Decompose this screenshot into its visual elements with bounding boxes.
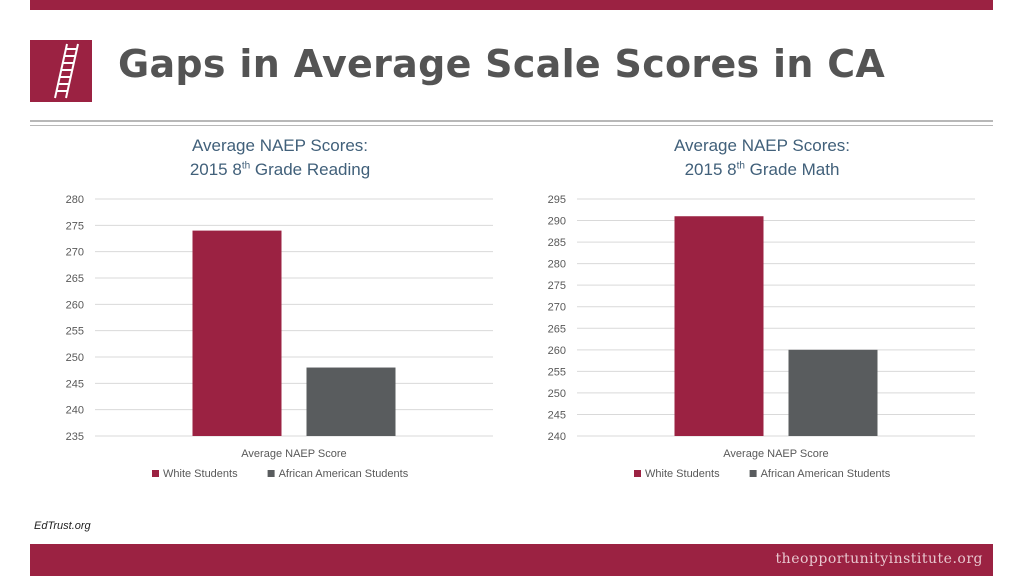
source-credit: EdTrust.org <box>34 520 91 532</box>
chart-title-line1: Average NAEP Scores: <box>673 136 851 155</box>
y-tick-label: 275 <box>548 280 566 292</box>
y-tick-label: 240 <box>548 431 566 443</box>
y-tick-label: 260 <box>66 299 84 311</box>
bar-white-students <box>192 230 282 436</box>
reading-chart-plot: 235 240 245 250 255 260 265 270 275 280 Average NA… <box>66 194 493 480</box>
math-chart: Average NAEP Scores: 2015 8th Grade Math… <box>522 134 1002 494</box>
bottom-band: theopportunityinstitute.org <box>30 544 993 576</box>
y-tick-label: 285 <box>548 237 566 249</box>
bar-african-american-students <box>788 349 878 436</box>
slide-title: Gaps in Average Scale Scores in CA <box>118 42 886 86</box>
top-accent-band <box>30 0 993 10</box>
math-chart-plot: 240 245 250 255 260 265 270 275 280 285 290 295 Aver… <box>548 194 975 480</box>
title-divider-thin <box>30 125 993 126</box>
y-tick-label: 240 <box>66 405 84 417</box>
title-divider <box>30 120 993 122</box>
x-category-label: Average NAEP Score <box>241 448 346 460</box>
y-tick-label: 235 <box>66 431 84 443</box>
bar-white-students <box>674 216 764 436</box>
legend-swatch <box>749 470 757 477</box>
y-tick-label: 270 <box>66 247 84 259</box>
y-tick-label: 250 <box>66 352 84 364</box>
y-tick-label: 280 <box>66 194 84 206</box>
x-category-label: Average NAEP Score <box>723 448 828 460</box>
footer-brand: theopportunityinstitute.org <box>775 551 983 567</box>
legend-swatch <box>634 470 641 477</box>
legend-swatch <box>267 470 275 477</box>
y-tick-label: 255 <box>66 326 84 338</box>
chart-title: Average NAEP Scores: 2015 8th Grade Read… <box>40 134 520 182</box>
chart-title: Average NAEP Scores: 2015 8th Grade Math <box>522 134 1002 182</box>
chart-title-line2: 2015 8th Grade Reading <box>189 160 371 179</box>
y-tick-label: 295 <box>548 194 566 206</box>
ladder-icon <box>30 40 92 102</box>
y-tick-label: 245 <box>66 378 84 390</box>
y-tick-label: 275 <box>66 220 84 232</box>
legend-label: African American Students <box>761 468 891 480</box>
legend-label: White Students <box>163 468 238 480</box>
y-tick-label: 265 <box>66 273 84 285</box>
y-tick-label: 245 <box>548 409 566 421</box>
y-tick-label: 265 <box>548 323 566 335</box>
chart-title-line1: Average NAEP Scores: <box>191 136 369 155</box>
y-tick-label: 255 <box>548 366 566 378</box>
y-tick-label: 260 <box>548 345 566 357</box>
legend-label: White Students <box>645 468 720 480</box>
y-tick-label: 280 <box>548 259 566 271</box>
legend-label: African American Students <box>279 468 409 480</box>
chart-title-line2: 2015 8th Grade Math <box>684 160 840 179</box>
reading-chart: Average NAEP Scores: 2015 8th Grade Read… <box>40 134 520 494</box>
y-tick-label: 290 <box>548 216 566 228</box>
bar-african-american-students <box>306 367 396 436</box>
y-tick-label: 270 <box>548 302 566 314</box>
legend-swatch <box>152 470 159 477</box>
y-tick-label: 250 <box>548 388 566 400</box>
